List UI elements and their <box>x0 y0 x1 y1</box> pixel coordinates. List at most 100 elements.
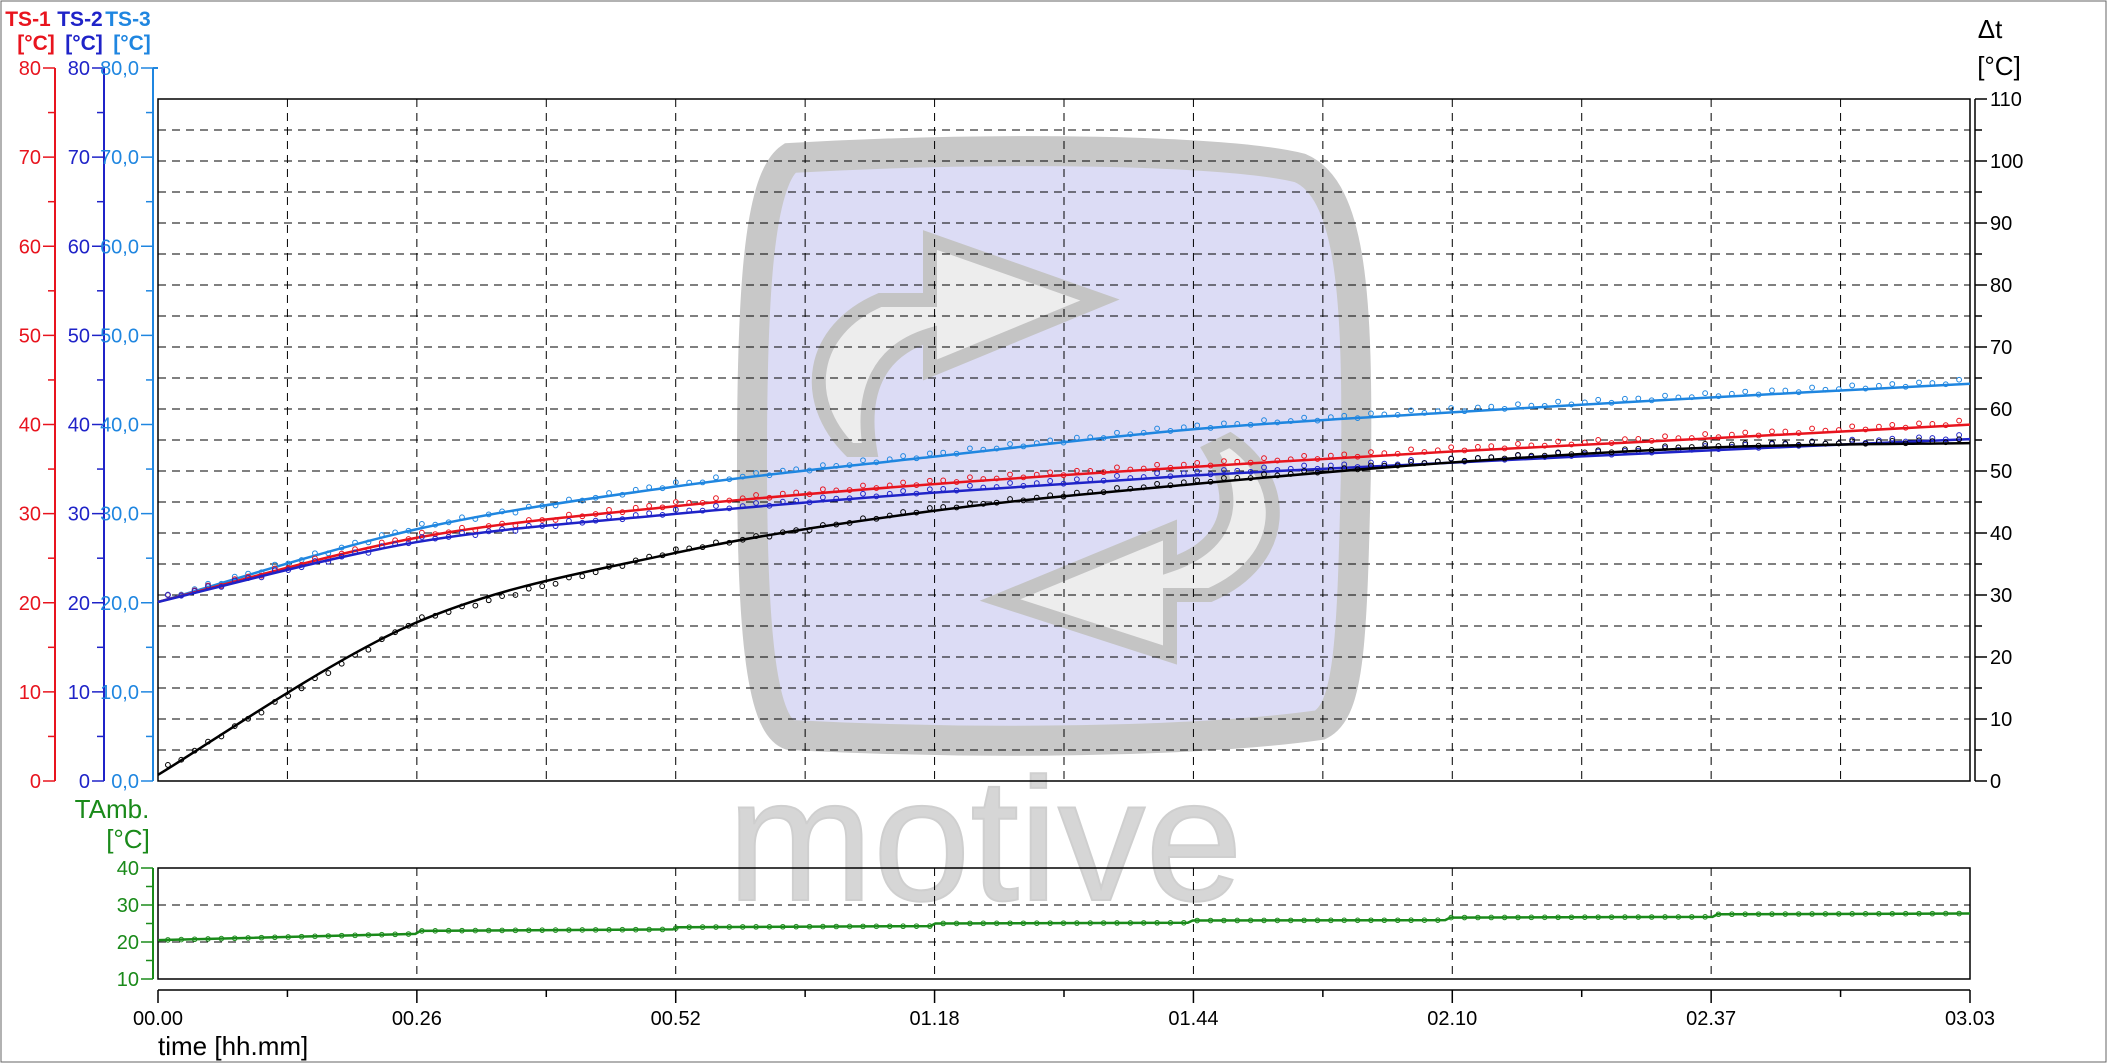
delta-tick-label: 40 <box>1990 523 2012 545</box>
ts3-data-point <box>459 514 465 521</box>
ts1-data-point <box>1167 464 1174 471</box>
ts3-data-point <box>980 446 987 453</box>
amb-axis-label: TAmb. <box>75 794 150 824</box>
delta-data-point <box>245 715 252 722</box>
ts3-data-point <box>1100 435 1107 441</box>
ts3-data-point <box>1702 390 1709 397</box>
delta-data-point <box>713 539 719 546</box>
amb-data-point <box>432 928 439 934</box>
ts3-data-point <box>1835 386 1842 393</box>
ts1-data-point <box>1809 425 1815 432</box>
amb-data-point <box>1287 917 1294 924</box>
ts3-data-point <box>1795 389 1802 396</box>
ts2-tick-label: 50 <box>68 325 90 347</box>
delta-data-point <box>619 563 626 569</box>
ts3-data-point <box>619 491 626 498</box>
ts1-data-point <box>926 477 933 484</box>
ts1-data-point <box>1127 466 1134 473</box>
ts1-data-point <box>1635 436 1642 442</box>
amb-data-point <box>1167 920 1174 926</box>
ts1-tick-label: 60 <box>19 236 41 258</box>
amb-data-point <box>1822 911 1829 917</box>
amb-data-point <box>1622 914 1628 920</box>
delta-data-point <box>592 569 599 576</box>
delta-data-point <box>1287 471 1294 477</box>
ts3-data-point <box>1180 424 1187 431</box>
ts2-data-point <box>205 583 211 590</box>
ts3-data-point <box>445 519 452 526</box>
ts3-data-point <box>713 474 719 481</box>
ts1-data-point <box>766 494 773 501</box>
delta-data-point <box>1835 440 1842 447</box>
delta-data-point <box>1421 460 1428 467</box>
ts3-tick-label: 30,0 <box>100 504 139 526</box>
amb-data-point <box>1769 911 1775 917</box>
ts3-data-point <box>1341 412 1348 419</box>
amb-data-point <box>699 924 706 930</box>
amb-data-point <box>205 936 211 942</box>
ts3-data-point <box>1114 429 1120 436</box>
ts3-data-point <box>1394 411 1401 418</box>
delta-data-point <box>566 574 572 581</box>
delta-data-point <box>485 597 492 604</box>
ts3-data-point <box>606 490 612 496</box>
delta-tick-label: 20 <box>1990 647 2012 669</box>
amb-data-point <box>378 931 385 938</box>
ts1-data-point <box>271 565 278 572</box>
ts2-data-point <box>860 490 866 497</box>
ts2-data-point <box>940 486 947 492</box>
amb-tick-label: 10 <box>117 969 139 991</box>
ts3-data-point <box>672 479 679 486</box>
ts1-tick-label: 40 <box>19 415 41 437</box>
ts1-data-point <box>953 479 960 485</box>
amb-data-point <box>833 923 840 930</box>
delta-data-point <box>993 499 1000 506</box>
ts1-data-point <box>886 482 893 489</box>
ts2-data-point <box>1261 464 1267 471</box>
ts2-data-point <box>445 534 452 540</box>
ts1-data-point <box>1207 462 1214 469</box>
ts1-data-point <box>900 479 906 486</box>
amb-data-point <box>1501 914 1508 921</box>
amb-data-point <box>940 920 947 927</box>
amb-data-point <box>1354 917 1361 924</box>
ts1-data-point <box>1033 471 1040 478</box>
amb-data-point <box>1555 914 1561 921</box>
amb-data-point <box>1328 917 1334 924</box>
ts2-tick-label: 30 <box>68 504 90 526</box>
ts3-data-point <box>1876 382 1882 389</box>
ts3-data-point <box>231 573 238 580</box>
ts1-data-point <box>713 495 719 502</box>
ts2-data-point <box>766 502 773 509</box>
ts2-tick-label: 70 <box>68 147 90 169</box>
delta-data-point <box>860 515 866 522</box>
ts1-data-point <box>1942 422 1949 429</box>
ts3-data-point <box>1274 419 1281 426</box>
ts3-data-point <box>833 462 840 469</box>
amb-data-point <box>405 931 412 937</box>
ts3-data-point <box>913 455 920 462</box>
ts3-data-point <box>205 580 211 587</box>
delta-data-point <box>1434 458 1441 465</box>
ts2-data-point <box>1140 474 1147 480</box>
ts3-series-line <box>157 382 1971 604</box>
amb-data-point <box>1688 914 1695 920</box>
ts3-data-point <box>1194 422 1201 429</box>
amb-data-point <box>1942 910 1949 917</box>
amb-data-point <box>1662 914 1668 920</box>
amb-data-point <box>860 923 866 930</box>
ts3-axis-unit: [°C] <box>113 32 151 55</box>
amb-data-point <box>1782 911 1789 917</box>
ts3-data-point <box>993 445 1000 452</box>
ts1-data-point <box>539 517 546 523</box>
ts2-data-point <box>579 519 586 526</box>
ts3-data-point <box>352 539 358 546</box>
delta-data-point <box>1728 441 1735 448</box>
ts3-data-point <box>325 550 332 557</box>
ts3-data-point <box>485 511 492 518</box>
amb-data-point <box>191 936 198 943</box>
amb-data-point <box>846 923 853 930</box>
ts2-data-point <box>1127 475 1134 481</box>
ts2-data-point <box>726 505 733 512</box>
